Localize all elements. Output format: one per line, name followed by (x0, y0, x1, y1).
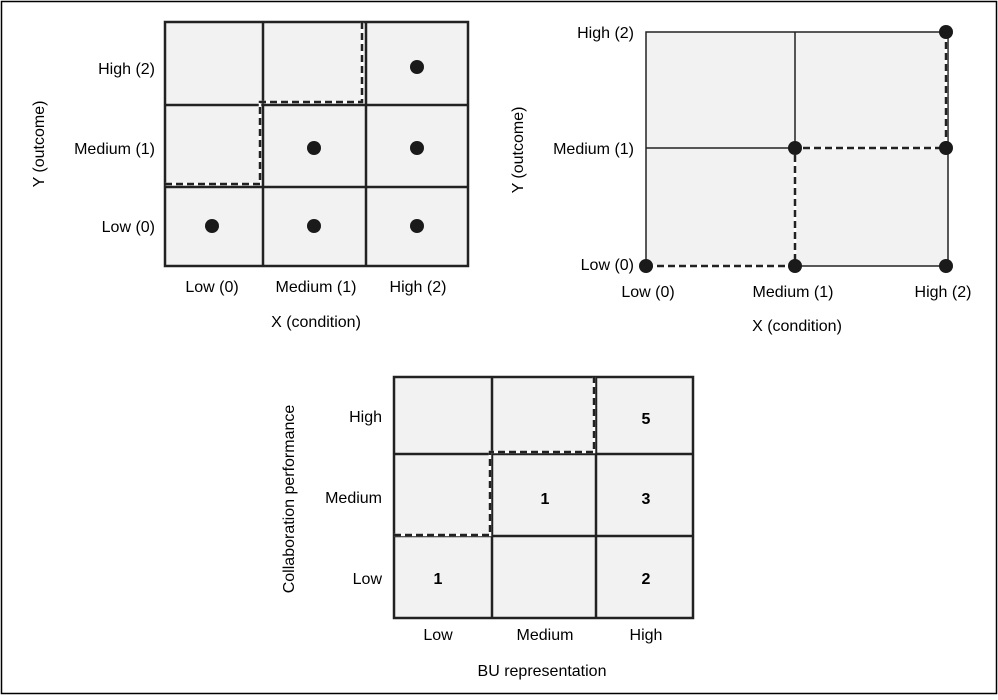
panel-a-y-axis-label: Y (outcome) (31, 101, 48, 188)
panel-c: 1 1 2 3 5 High Medium Low Low Medium High BU… (281, 375, 695, 680)
panel-b-x-tick-labels: Low (0) Medium (1) High (2) (621, 284, 971, 301)
panel-a-col-labels: Low (0) Medium (1) High (2) (185, 279, 446, 296)
panel-c-counts: 1 1 2 3 5 (434, 411, 651, 588)
panel-a-dot (410, 60, 424, 74)
panel-b-y-tick-labels: High (2) Medium (1) Low (0) (553, 25, 634, 274)
panel-b-point (939, 25, 953, 39)
panel-c-col-label: Low (423, 627, 453, 644)
panel-b-y-tick-label: Medium (1) (553, 141, 634, 158)
panel-a-dot (410, 141, 424, 155)
panel-a-row-label: Medium (1) (74, 141, 155, 158)
panel-b: High (2) Medium (1) Low (0) Low (0) Medi… (510, 25, 971, 335)
panel-c-row-labels: High Medium Low (325, 409, 382, 588)
panel-a: High (2) Medium (1) Low (0) Low (0) Medi… (31, 20, 470, 331)
panel-a-row-label: Low (0) (102, 219, 155, 236)
panel-c-background (394, 377, 693, 618)
panel-b-y-axis-label: Y (outcome) (510, 107, 527, 194)
panel-c-col-labels: Low Medium High (423, 627, 662, 644)
panel-a-row-labels: High (2) Medium (1) Low (0) (74, 61, 155, 236)
panel-b-x-tick-label: Medium (1) (753, 284, 834, 301)
panel-a-row-label: High (2) (98, 61, 155, 78)
panel-b-point (788, 259, 802, 273)
panel-c-row-label: Medium (325, 490, 382, 507)
panel-c-row-label: High (349, 409, 382, 426)
panel-c-col-label: Medium (517, 627, 574, 644)
panel-a-x-axis-label: X (condition) (271, 314, 361, 331)
panel-b-point (639, 259, 653, 273)
panel-a-dot (307, 219, 321, 233)
panel-c-x-axis-label: BU representation (478, 663, 607, 680)
panel-a-dot (205, 219, 219, 233)
panel-b-x-axis-label: X (condition) (752, 318, 842, 335)
panel-a-col-label: Medium (1) (276, 279, 357, 296)
panel-c-count: 2 (642, 571, 651, 588)
panel-a-col-label: Low (0) (185, 279, 238, 296)
panel-c-count: 1 (541, 491, 550, 508)
panel-c-count: 5 (642, 411, 651, 428)
panel-b-y-tick-label: Low (0) (581, 257, 634, 274)
panel-a-dot (307, 141, 321, 155)
panel-c-count: 3 (642, 491, 651, 508)
panel-c-row-label: Low (353, 571, 383, 588)
panel-b-points (639, 25, 953, 273)
panel-b-point (788, 141, 802, 155)
panel-b-x-tick-label: High (2) (915, 284, 972, 301)
panel-c-count: 1 (434, 571, 443, 588)
panel-c-y-axis-label: Collaboration performance (281, 405, 298, 594)
panel-b-y-tick-label: High (2) (577, 25, 634, 42)
panel-a-col-label: High (2) (390, 279, 447, 296)
panel-a-dot (410, 219, 424, 233)
panel-b-x-tick-label: Low (0) (621, 284, 674, 301)
panel-a-dots (205, 60, 424, 233)
panel-c-col-label: High (630, 627, 663, 644)
panel-c-boundary (394, 377, 596, 537)
panel-b-point (939, 141, 953, 155)
panel-b-point (939, 259, 953, 273)
panel-a-boundary (165, 22, 364, 186)
panel-a-gridlines (163, 20, 470, 268)
